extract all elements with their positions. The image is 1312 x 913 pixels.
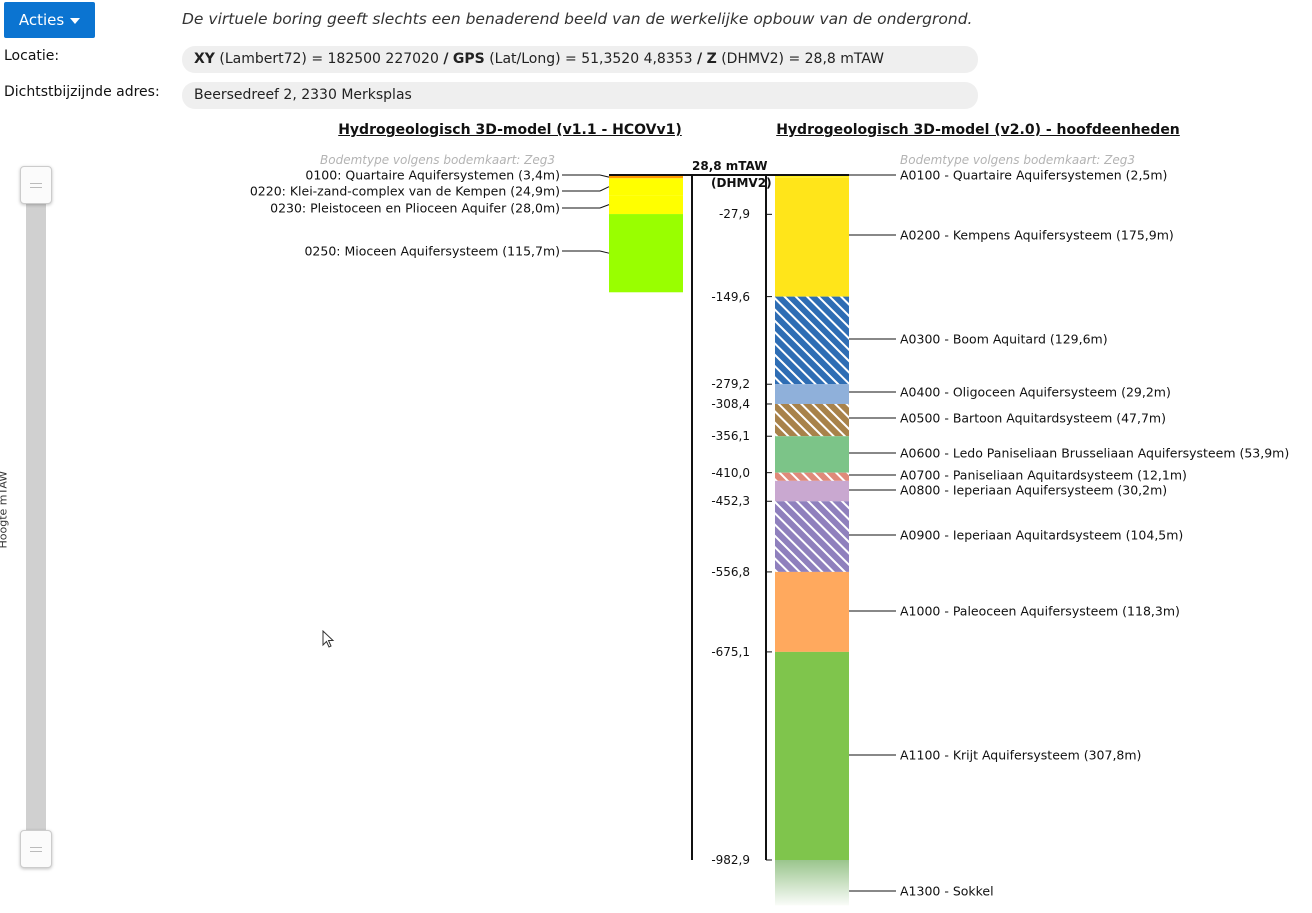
right-layer-block (775, 176, 849, 178)
gps-value: = 51,3520 4,8353 (565, 51, 693, 67)
z-key: Z (706, 51, 717, 67)
height-slider-track[interactable] (26, 180, 46, 850)
right-layer-label: A0600 - Ledo Paniseliaan Brusseliaan Aqu… (900, 445, 1290, 461)
left-layer-block (609, 195, 683, 215)
leader-line (599, 186, 610, 192)
mouse-cursor-icon (322, 630, 335, 648)
xy-system: (Lambert72) (219, 51, 307, 67)
gps-key: GPS (452, 51, 485, 67)
z-value: = 28,8 mTAW (788, 51, 885, 67)
left-layer-block (609, 214, 683, 293)
right-layer-block (775, 296, 849, 385)
right-layer-block (775, 571, 849, 652)
acties-label: Acties (18, 11, 65, 29)
depth-tick-label: -279,2 (711, 377, 750, 392)
disclaimer-text: De virtuele boring geeft slechts een ben… (182, 10, 973, 28)
right-layer-label: A0900 - Ieperiaan Aquitardsysteem (104,5… (900, 527, 1184, 543)
left-soil-type: Bodemtype volgens bodemkaart: Zeg3 (320, 153, 555, 167)
xy-key: XY (194, 51, 215, 67)
acties-button[interactable]: Acties (4, 2, 95, 38)
separator: / (697, 51, 703, 67)
left-layer-label: 0220: Klei-zand-complex van de Kempen (2… (249, 183, 560, 199)
right-layer-label: A0300 - Boom Aquitard (129,6m) (900, 331, 1108, 347)
right-layer-block (775, 501, 849, 572)
surface-datum-label: (DHMV2) (711, 176, 772, 190)
right-layer-block (775, 177, 849, 297)
right-layer-block (775, 480, 849, 502)
left-layer-label: 0100: Quartaire Aquifersystemen (3,4m) (305, 167, 560, 183)
depth-tick-label: -675,1 (711, 644, 750, 659)
depth-tick-label: -982,9 (711, 853, 750, 867)
right-layer-block (775, 472, 849, 481)
gps-system: (Lat/Long) (489, 51, 561, 67)
depth-tick-label: -356,1 (711, 429, 750, 444)
right-layer-label: A0400 - Oligoceen Aquifersysteem (29,2m) (900, 384, 1171, 400)
separator: / (443, 51, 449, 67)
right-layer-block (775, 384, 849, 404)
right-layer-label: A0800 - Ieperiaan Aquifersysteem (30,2m) (900, 482, 1168, 498)
left-column-title: Hydrogeologisch 3D-model (v1.1 - HCOVv1) (338, 122, 682, 138)
depth-tick-label: -149,6 (711, 289, 750, 304)
caret-down-icon (70, 17, 81, 24)
left-layer-label: 0250: Mioceen Aquifersysteem (115,7m) (304, 243, 560, 259)
location-label: Locatie: (4, 48, 60, 64)
height-slider-top-handle[interactable] (20, 166, 52, 204)
leader-line (599, 174, 610, 178)
leader-line (599, 204, 610, 209)
right-layer-block (775, 651, 849, 860)
right-layer-label: A0500 - Bartoon Aquitardsysteem (47,7m) (900, 410, 1166, 426)
height-slider-bottom-handle[interactable] (20, 830, 52, 868)
address-label: Dichtstbijzijnde adres: (4, 84, 160, 100)
left-layer-label: 0230: Pleistoceen en Plioceen Aquifer (2… (270, 200, 560, 216)
address-value: Beersedreef 2, 2330 Merksplas (182, 82, 978, 109)
location-value: XY (Lambert72) = 182500 227020 / GPS (La… (182, 46, 978, 73)
right-layer-block (775, 403, 849, 437)
left-layer-block (609, 176, 683, 179)
depth-tick-label: -308,4 (711, 396, 750, 411)
right-layer-label: A0200 - Kempens Aquifersysteem (175,9m) (900, 227, 1174, 243)
right-layer-label: A0100 - Quartaire Aquifersystemen (2,5m) (900, 167, 1168, 183)
right-layer-block (775, 860, 849, 906)
depth-tick-label: -452,3 (711, 494, 750, 509)
right-layer-label: A0700 - Paniseliaan Aquitardsysteem (12,… (900, 467, 1187, 483)
right-column-title: Hydrogeologisch 3D-model (v2.0) - hoofde… (776, 122, 1180, 138)
depth-tick-label: -556,8 (711, 564, 750, 579)
right-layer-label: A1300 - Sokkel (900, 883, 994, 899)
right-soil-type: Bodemtype volgens bodemkaart: Zeg3 (900, 153, 1135, 167)
depth-tick-label: -27,9 (718, 207, 750, 222)
z-system: (DHMV2) (721, 51, 784, 67)
right-layer-block (775, 436, 849, 473)
right-layer-label: A1000 - Paleoceen Aquifersysteem (118,3m… (900, 603, 1180, 619)
left-layer-block (609, 178, 683, 196)
leader-line (599, 250, 610, 254)
surface-elevation-label: 28,8 mTAW (692, 159, 768, 173)
xy-value: = 182500 227020 (311, 51, 439, 67)
depth-tick-label: -410,0 (711, 465, 750, 480)
right-layer-label: A1100 - Krijt Aquifersysteem (307,8m) (900, 747, 1142, 763)
